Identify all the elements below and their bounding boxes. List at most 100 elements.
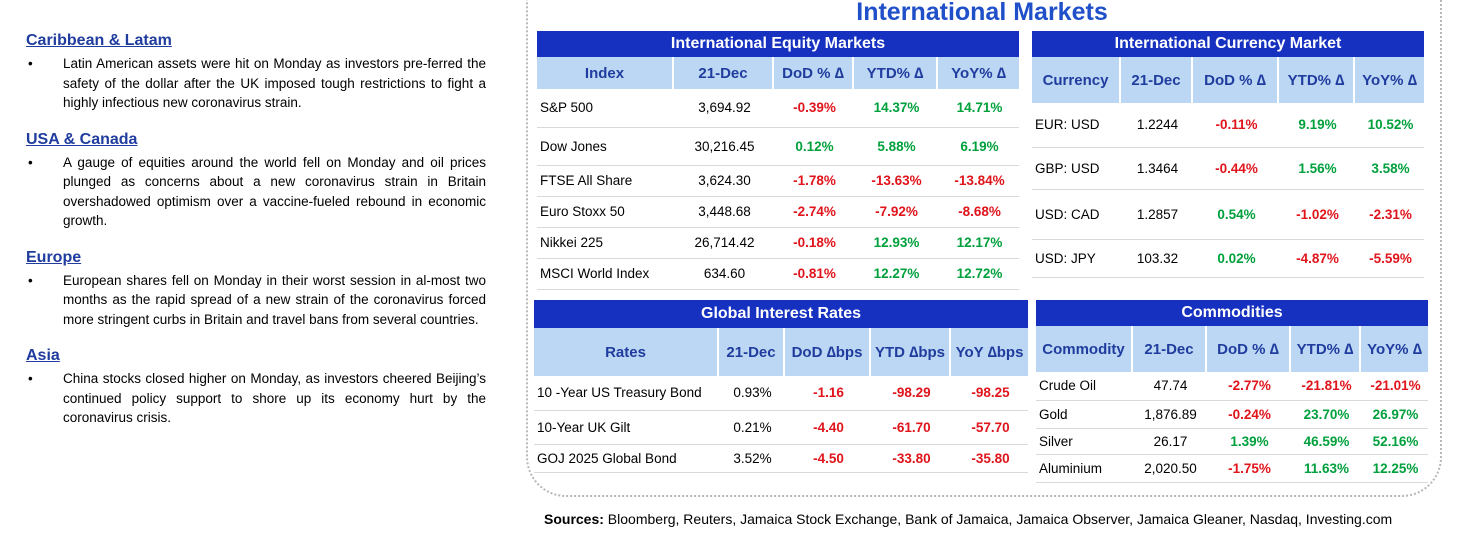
bullet-icon: • — [28, 272, 33, 288]
row-value: -0.11% — [1192, 103, 1278, 148]
row-label: GOJ 2025 Global Bond — [534, 444, 718, 473]
row-label: 10 -Year US Treasury Bond — [534, 376, 718, 411]
row-value: 3,624.30 — [673, 165, 773, 197]
row-value: -1.75% — [1206, 454, 1290, 483]
row-value: 12.72% — [937, 258, 1020, 290]
row-value: -33.80 — [870, 444, 950, 473]
row-value: 0.02% — [1192, 239, 1278, 278]
rates-col-header: YTD ∆bps — [869, 328, 950, 376]
row-label: Nikkei 225 — [537, 227, 673, 259]
region-caribbean-latam: Caribbean & Latam • Latin American assets… — [26, 32, 486, 113]
commodities-title: Commodities — [1036, 300, 1429, 326]
table-row: 10 -Year US Treasury Bond 0.93% -1.16 -98.2… — [534, 376, 1029, 411]
row-value: -4.40 — [784, 410, 870, 445]
row-label: FTSE All Share — [537, 165, 673, 197]
row-value: -2.31% — [1354, 189, 1425, 240]
row-value: 3,448.68 — [673, 196, 773, 228]
row-value: 2,020.50 — [1132, 454, 1206, 483]
row-label: USD: JPY — [1032, 239, 1120, 278]
bullet-icon: • — [28, 371, 33, 386]
row-value: 52.16% — [1360, 428, 1429, 455]
row-value: -13.63% — [853, 165, 937, 197]
row-value: 1.39% — [1206, 428, 1290, 455]
row-value: 11.63% — [1290, 454, 1360, 483]
row-label: USD: CAD — [1032, 189, 1120, 240]
row-value: 6.19% — [937, 127, 1020, 166]
sources-label: Sources: — [544, 511, 604, 527]
equity-col-header: 21-Dec — [672, 57, 773, 89]
region-heading[interactable]: USA & Canada — [26, 130, 138, 148]
row-value: -0.24% — [1206, 400, 1290, 429]
row-value: 634.60 — [673, 258, 773, 290]
row-value: -57.70 — [950, 410, 1029, 445]
equity-col-header: YTD% ∆ — [852, 57, 937, 89]
sources-text: Bloomberg, Reuters, Jamaica Stock Exchan… — [603, 511, 1393, 527]
row-value: 3.58% — [1354, 147, 1425, 190]
table-row: FTSE All Share 3,624.30 -1.78% -13.63% -13.8… — [537, 165, 1020, 197]
table-row: GOJ 2025 Global Bond 3.52% -4.50 -33.80 -35.… — [534, 444, 1029, 473]
table-row: Gold 1,876.89 -0.24% 23.70% 26.97% — [1036, 400, 1429, 429]
commodities-col-header: Commodity — [1036, 326, 1132, 372]
row-value: -98.29 — [870, 376, 950, 411]
row-value: 10.52% — [1354, 103, 1425, 148]
row-value: -35.80 — [950, 444, 1029, 473]
table-row: Aluminium 2,020.50 -1.75% 11.63% 12.25% — [1036, 454, 1429, 483]
region-text: European shares fell on Monday in their … — [63, 272, 486, 327]
rates-col-header: 21-Dec — [717, 328, 784, 376]
currency-col-header: YTD% ∆ — [1277, 57, 1354, 103]
table-row: MSCI World Index 634.60 -0.81% 12.27% 12.72% — [537, 258, 1020, 290]
markets-panel-border — [526, 0, 1442, 497]
row-value: 12.25% — [1360, 454, 1429, 483]
commodities-col-header: 21-Dec — [1131, 326, 1206, 372]
row-value: -21.81% — [1290, 372, 1360, 401]
rates-title: Global Interest Rates — [534, 300, 1029, 328]
currency-col-header: 21-Dec — [1119, 57, 1192, 103]
currency-col-header: Currency — [1032, 57, 1120, 103]
row-label: MSCI World Index — [537, 258, 673, 290]
row-value: -13.84% — [937, 165, 1020, 197]
row-value: 12.27% — [853, 258, 937, 290]
table-row: S&P 500 3,694.92 -0.39% 14.37% 14.71% — [537, 89, 1020, 128]
commodities-col-header: DoD % ∆ — [1205, 326, 1290, 372]
commodities-col-header: YoY% ∆ — [1358, 326, 1429, 372]
row-label: 10-Year UK Gilt — [534, 410, 718, 445]
equity-col-header: YoY% ∆ — [935, 57, 1020, 89]
sources-note: Sources: Bloomberg, Reuters, Jamaica Sto… — [544, 511, 1392, 527]
equity-table: International Equity Markets Index 21-Dec… — [537, 31, 1020, 290]
region-text: A gauge of equities around the world fel… — [63, 154, 486, 229]
row-value: 46.59% — [1290, 428, 1360, 455]
region-asia: Asia • China stocks closed higher on Mond… — [26, 347, 486, 428]
row-value: -1.02% — [1278, 189, 1354, 240]
currency-col-header: YoY% ∆ — [1352, 57, 1425, 103]
row-value: 0.93% — [718, 376, 784, 411]
bullet-icon: • — [28, 56, 33, 71]
row-label: S&P 500 — [537, 89, 673, 128]
row-value: -0.81% — [773, 258, 853, 290]
panel-title: International Markets — [856, 0, 1108, 26]
row-value: -0.39% — [773, 89, 853, 128]
row-value: -21.01% — [1360, 372, 1429, 401]
region-heading[interactable]: Europe — [26, 248, 82, 266]
row-value: -2.74% — [773, 196, 853, 228]
row-value: 1,876.89 — [1132, 400, 1206, 429]
region-heading[interactable]: Caribbean & Latam — [26, 32, 172, 49]
row-value: 47.74 — [1132, 372, 1206, 401]
commodities-table: Commodities Commodity 21-Dec DoD % ∆ YTD% ∆… — [1036, 300, 1429, 483]
row-label: Gold — [1036, 400, 1132, 429]
row-value: 26.17 — [1132, 428, 1206, 455]
row-value: 3,694.92 — [673, 89, 773, 128]
region-heading[interactable]: Asia — [26, 347, 60, 364]
row-value: 30,216.45 — [673, 127, 773, 166]
row-value: -98.25 — [950, 376, 1029, 411]
row-value: 23.70% — [1290, 400, 1360, 429]
currency-title: International Currency Market — [1032, 31, 1425, 57]
equity-col-header: DoD % ∆ — [772, 57, 853, 89]
row-value: 1.2244 — [1120, 103, 1192, 148]
equity-col-header: Index — [537, 57, 673, 89]
table-row: USD: CAD 1.2857 0.54% -1.02% -2.31% — [1032, 189, 1425, 240]
row-label: Crude Oil — [1036, 372, 1132, 401]
region-usa-canada: USA & Canada • A gauge of equities around… — [26, 131, 486, 231]
row-label: Dow Jones — [537, 127, 673, 166]
row-label: EUR: USD — [1032, 103, 1120, 148]
row-value: 14.71% — [937, 89, 1020, 128]
